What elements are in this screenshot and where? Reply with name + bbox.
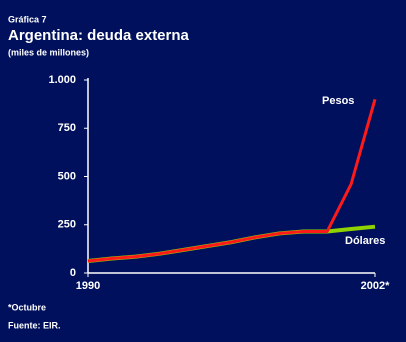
y-tick-label: 250	[58, 219, 76, 231]
source: Fuente: EIR.	[8, 320, 61, 330]
chart-subtitle: (miles de millones)	[8, 47, 89, 57]
footnote: *Octubre	[8, 302, 46, 312]
y-tick-label: 1.000	[48, 74, 76, 86]
series-line	[87, 98, 377, 263]
series-label: Pesos	[322, 95, 354, 107]
series-label: Dólares	[345, 235, 385, 247]
x-tick-label: 1990	[76, 280, 100, 292]
x-tick-label: 2002*	[361, 280, 390, 292]
chart-label: Gráfica 7	[8, 14, 47, 24]
y-tick-label: 750	[58, 122, 76, 134]
y-tick-label: 500	[58, 170, 76, 182]
chart-title: Argentina: deuda externa	[8, 27, 190, 44]
y-tick-label: 0	[70, 267, 76, 279]
